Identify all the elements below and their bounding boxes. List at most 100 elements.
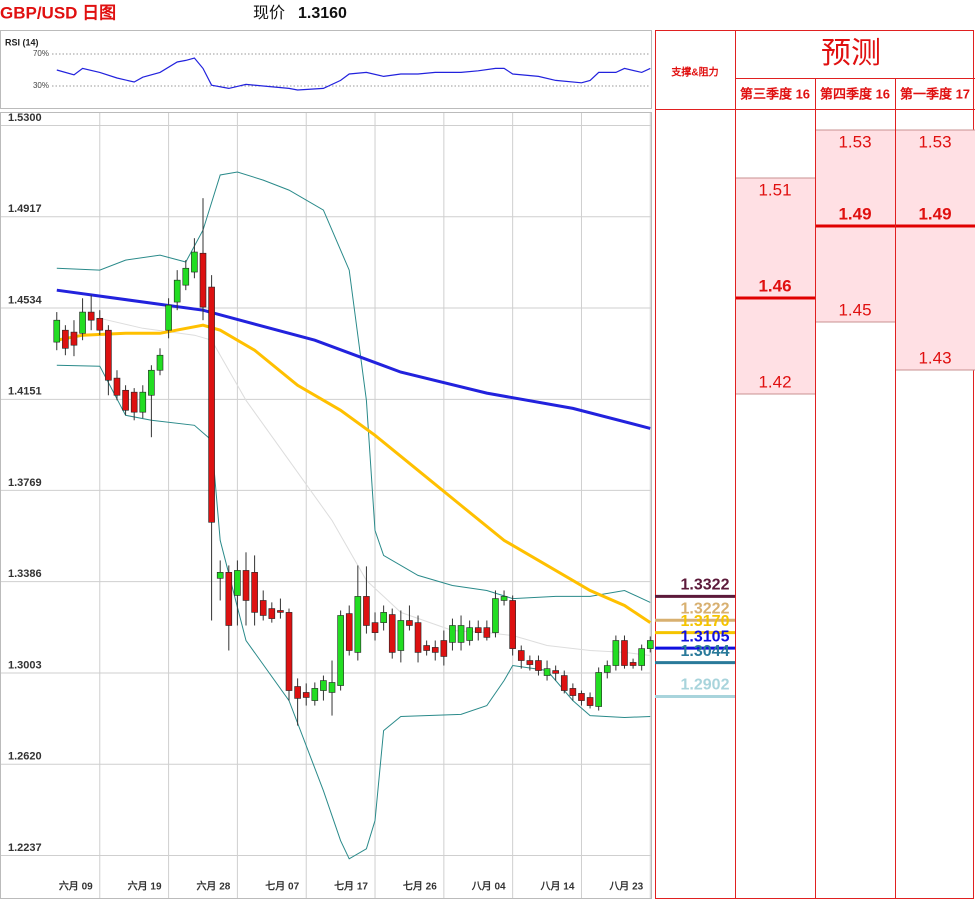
forecast-title: 预测 <box>821 37 881 70</box>
candle-body <box>578 693 585 701</box>
candle-body <box>440 640 448 657</box>
candle-body <box>105 329 112 381</box>
candle-body <box>173 279 181 303</box>
forecast-low-label: 1.45 <box>838 300 871 319</box>
forecast-high-label: 1.53 <box>838 132 871 151</box>
candle-body <box>363 596 370 626</box>
candle-body <box>294 686 301 699</box>
y-tick-label: 30% <box>33 81 49 90</box>
candle-body <box>431 647 439 653</box>
y-tick-label: 1.4151 <box>8 386 42 398</box>
candle-body <box>130 391 138 413</box>
x-tick-label: 六月 28 <box>196 880 230 893</box>
rsi-line <box>56 57 651 91</box>
candle-body <box>483 627 491 638</box>
column-header: 第一季度 17 <box>900 86 970 101</box>
level-label: 1.3222 <box>681 600 730 617</box>
chart-title: GBP/USD 日图 <box>0 3 116 22</box>
candle-body <box>165 304 172 331</box>
price-label: 现价 <box>253 5 285 22</box>
level-label: 1.3044 <box>681 643 730 660</box>
candle-body <box>517 650 525 661</box>
candle-body <box>191 251 198 273</box>
candle-body <box>345 613 353 651</box>
candle-body <box>612 640 620 666</box>
candle-body <box>406 620 413 626</box>
level-label: 1.3105 <box>681 628 730 645</box>
candle-body <box>156 354 164 371</box>
candle-body <box>466 627 473 641</box>
level-label: 1.2902 <box>681 677 730 694</box>
y-tick-label: 1.2237 <box>8 842 42 854</box>
candle-body <box>285 612 293 691</box>
candle-body <box>603 665 611 673</box>
chart-frame <box>0 112 652 899</box>
rsi-frame <box>0 30 652 109</box>
y-tick-label: 1.3003 <box>8 659 42 671</box>
candle-body <box>500 596 508 601</box>
forecast-low-label: 1.43 <box>918 348 951 367</box>
candle-body <box>320 680 327 691</box>
candle-body <box>586 697 594 706</box>
x-tick-label: 七月 07 <box>265 880 299 893</box>
candle-body <box>199 252 207 308</box>
candle-body <box>96 317 104 331</box>
candle-body <box>122 389 129 411</box>
candle-body <box>337 615 344 686</box>
indicator-line <box>56 323 652 624</box>
current-price: 1.3160 <box>298 5 347 22</box>
x-tick-label: 八月 23 <box>608 881 643 893</box>
candle-body <box>646 640 654 649</box>
forecast-mid-label: 1.46 <box>758 276 791 295</box>
candle-body <box>62 329 69 349</box>
forecast-high-label: 1.51 <box>758 180 791 199</box>
forecast-range <box>896 130 975 370</box>
x-tick-label: 七月 26 <box>403 880 437 893</box>
candle-body <box>53 319 61 343</box>
forecast-high-label: 1.53 <box>918 132 951 151</box>
candle-body <box>569 688 577 696</box>
candle-body <box>526 660 534 665</box>
candle-body <box>380 612 387 623</box>
candle-body <box>70 331 78 346</box>
candle-body <box>638 648 645 666</box>
candle-body <box>397 620 405 651</box>
candle-body <box>629 662 637 666</box>
x-tick-label: 八月 14 <box>540 881 575 893</box>
candle-body <box>328 682 336 693</box>
forecast-low-label: 1.42 <box>758 372 791 391</box>
indicator-line <box>99 317 651 656</box>
forecast-mid-label: 1.49 <box>918 204 951 223</box>
candle-body <box>234 570 241 596</box>
forecast-mid-label: 1.49 <box>838 204 871 223</box>
candle-body <box>216 572 224 579</box>
column-header: 第三季度 16 <box>740 86 810 101</box>
candle-body <box>268 608 276 619</box>
indicator-line <box>56 171 651 603</box>
forecast-range <box>736 178 815 394</box>
candle-body <box>543 668 551 676</box>
candle-body <box>560 675 568 691</box>
level-label: 1.3322 <box>681 577 730 594</box>
y-tick-label: 1.4534 <box>8 294 43 306</box>
candle-body <box>277 610 284 613</box>
candle-body <box>259 600 267 616</box>
forecast-table <box>655 30 975 899</box>
candle-body <box>148 369 155 396</box>
y-tick-label: 1.3769 <box>8 477 42 489</box>
candle-body <box>595 672 602 707</box>
candle-body <box>371 622 379 633</box>
candle-body <box>621 640 628 666</box>
candle-body <box>87 311 95 321</box>
x-tick-label: 六月 09 <box>59 880 93 893</box>
column-header: 第四季度 16 <box>820 86 890 101</box>
x-tick-label: 七月 17 <box>334 880 368 893</box>
candle-body <box>535 660 542 671</box>
candle-body <box>388 614 396 653</box>
candle-body <box>423 645 430 651</box>
candle-body <box>311 688 319 701</box>
panel-title: RSI (14) <box>5 37 39 47</box>
y-tick-label: 1.3386 <box>8 568 42 580</box>
